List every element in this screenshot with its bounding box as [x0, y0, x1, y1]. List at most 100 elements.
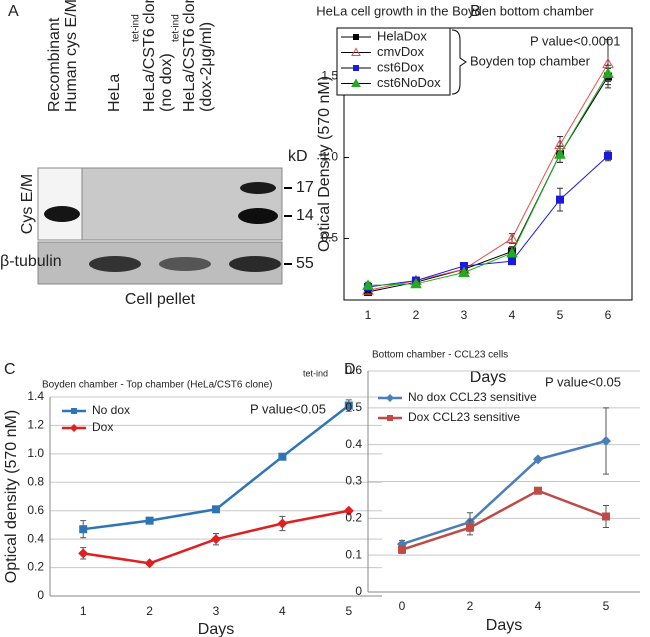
panel-label: D — [344, 361, 356, 378]
y-tick-label: 0.6 — [345, 363, 362, 377]
annotation: P value<0.05 — [545, 374, 621, 389]
marker-label: 17 — [296, 179, 314, 196]
legend-label: Dox CCL23 sensitive — [408, 410, 520, 424]
y-axis-label: Optical Density (570 nM) — [316, 76, 333, 252]
series-line — [367, 76, 609, 293]
y-tick-label: 0.6 — [27, 503, 44, 517]
marker — [556, 195, 564, 204]
panel-label: C — [4, 361, 16, 378]
panel-label: A — [8, 3, 19, 20]
y-tick-label: 0.1 — [345, 547, 362, 561]
marker — [144, 558, 155, 569]
marker — [212, 505, 220, 514]
marker — [145, 516, 154, 525]
y-axis-label: Optical density (570 nM) — [3, 410, 20, 583]
y-tick-label: 0.4 — [27, 531, 44, 545]
lane-label: Human cys E/M — [63, 0, 80, 112]
y-tick-label: 0 — [37, 588, 44, 602]
x-tick-label: 4 — [535, 599, 542, 613]
legend-label: cst6Dox — [377, 59, 424, 74]
y-tick-label: 0.5 — [345, 400, 362, 414]
marker — [602, 67, 614, 78]
y-tick-label: 0 — [355, 584, 362, 598]
y-tick-label: 0.5 — [321, 231, 338, 245]
caption: Cell pellet — [125, 291, 196, 308]
legend-label: HelaDox — [377, 28, 427, 43]
legend-label: No dox CCL23 sensitive — [408, 390, 537, 404]
annotation: P value<0.0001 — [530, 33, 620, 48]
x-axis-label: Days — [486, 617, 522, 634]
legend-label: Dox — [92, 420, 113, 434]
band — [238, 208, 278, 224]
marker — [386, 394, 394, 402]
marker — [534, 486, 542, 495]
marker — [278, 452, 287, 461]
annotation: Boyden top chamber — [470, 53, 591, 68]
marker — [277, 518, 288, 529]
x-tick-label: 1 — [80, 604, 87, 618]
series-line — [367, 155, 609, 288]
x-tick-label: 3 — [213, 604, 220, 618]
y-tick-label: 1.0 — [321, 150, 338, 164]
marker — [458, 266, 470, 277]
row-label: Cys E/M — [19, 174, 36, 234]
marker — [604, 151, 612, 160]
marker — [351, 47, 361, 56]
series-line — [401, 489, 607, 551]
marker — [211, 534, 221, 545]
marker — [410, 277, 422, 289]
chart-title: Bottom chamber - CCL23 cells — [372, 350, 508, 361]
marker — [343, 505, 354, 516]
marker — [70, 424, 78, 432]
x-tick-label: 1 — [365, 308, 372, 322]
x-tick-label: 0 — [399, 599, 406, 613]
y-tick-label: 1.0 — [27, 446, 44, 460]
marker — [533, 454, 543, 465]
x-tick-label: 2 — [146, 604, 153, 618]
legend-label: No dox — [92, 403, 130, 417]
x-tick-label: 5 — [557, 308, 564, 322]
x-tick-label: 3 — [461, 308, 468, 322]
lane-superscript: tet-ind — [171, 14, 182, 42]
marker-label: 14 — [296, 207, 314, 224]
x-tick-label: 2 — [413, 308, 420, 322]
band — [229, 256, 281, 272]
marker — [71, 408, 77, 414]
y-tick-label: 0.3 — [345, 474, 362, 488]
band — [44, 206, 80, 222]
marker — [602, 512, 610, 521]
marker — [460, 262, 468, 270]
lane-superscript: tet-ind — [131, 14, 142, 42]
marker — [601, 435, 611, 446]
y-tick-label: 0.4 — [345, 437, 362, 451]
band — [240, 182, 276, 194]
chart-title: Boyden chamber - Top chamber (HeLa/CST6 … — [42, 380, 272, 391]
x-tick-label: 4 — [509, 308, 516, 322]
marker — [387, 415, 393, 421]
band — [159, 257, 211, 271]
band — [89, 256, 141, 272]
chart-title: HeLa cell growth in the Boyden bottom ch… — [316, 3, 594, 18]
lane-label: Recombinant — [46, 17, 63, 112]
plot-frame — [343, 27, 633, 301]
legend-label: cmvDox — [377, 44, 424, 59]
marker-label: 55 — [296, 255, 314, 272]
marker — [79, 525, 88, 534]
legend-label: cst6NoDox — [377, 75, 441, 90]
y-tick-label: 1.4 — [27, 389, 44, 403]
y-tick-label: 1.2 — [27, 418, 44, 432]
marker — [506, 247, 518, 258]
y-tick-label: 0.2 — [345, 511, 362, 525]
marker — [398, 545, 406, 554]
annotation: P value<0.05 — [250, 401, 326, 416]
x-tick-label: 5 — [603, 599, 610, 613]
lane-label: (dox-2μg/ml) — [198, 22, 215, 112]
row-label: β-tubulin — [0, 253, 62, 270]
series-line — [367, 63, 609, 291]
blot-membrane — [81, 167, 283, 241]
marker — [506, 232, 518, 243]
y-tick-label: 1.5 — [321, 69, 338, 83]
y-tick-label: 0.8 — [27, 474, 44, 488]
marker — [362, 279, 374, 290]
